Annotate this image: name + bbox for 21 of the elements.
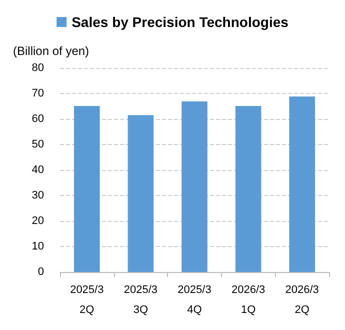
- bar: [182, 101, 208, 272]
- x-tick-label: 2025/3 2Q: [70, 284, 104, 316]
- y-tick-label: 60: [32, 113, 44, 125]
- y-tick-label: 80: [32, 62, 44, 74]
- x-tick-label: 2025/3 3Q: [124, 284, 158, 316]
- y-tick-label: 50: [32, 138, 44, 150]
- y-tick-label: 30: [32, 190, 44, 202]
- y-tick-label: 20: [32, 215, 44, 227]
- y-tick-label: 70: [32, 88, 44, 100]
- bar: [128, 115, 154, 272]
- bar: [235, 106, 262, 272]
- bar: [74, 106, 100, 272]
- x-tick-label: 2026/3 2Q: [285, 284, 319, 316]
- y-tick-label: 40: [32, 164, 44, 176]
- y-tick-label: 0: [38, 266, 44, 278]
- x-tick-label: 2025/3 4Q: [178, 284, 212, 316]
- y-tick-label: 10: [32, 240, 44, 252]
- legend-label: Sales by Precision Technologies: [72, 14, 289, 30]
- bar: [289, 96, 316, 272]
- x-tick-label: 2026/3 1Q: [231, 284, 266, 316]
- y-axis-title: (Billion of yen): [13, 44, 90, 58]
